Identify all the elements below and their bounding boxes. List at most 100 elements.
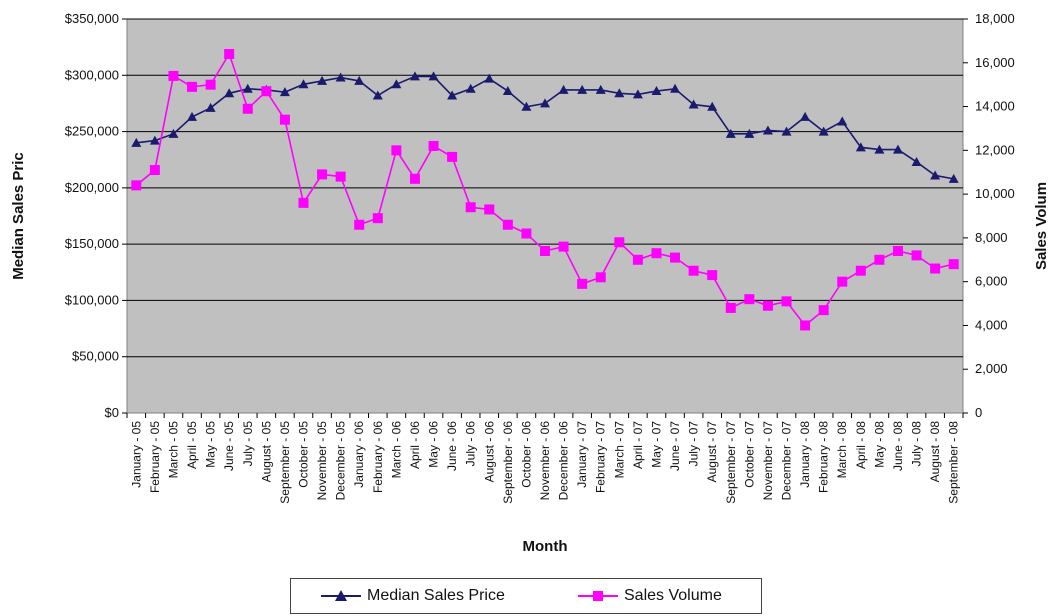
data-point-sales-volume: [818, 305, 829, 316]
data-point-median-price: [781, 126, 792, 136]
x-tick-label: May - 08: [872, 421, 886, 468]
x-tick-label: March - 06: [389, 421, 403, 479]
x-tick-label: March - 08: [835, 421, 849, 479]
right-tick-label: 12,000: [975, 142, 1015, 157]
x-tick-label: September - 06: [501, 421, 515, 504]
data-point-sales-volume: [465, 202, 476, 213]
data-point-median-price: [632, 89, 643, 99]
data-point-sales-volume: [577, 278, 588, 289]
x-tick-label: December - 06: [557, 421, 571, 501]
data-point-median-price: [484, 73, 495, 83]
data-point-median-price: [317, 75, 328, 85]
data-point-sales-volume: [892, 246, 903, 257]
x-tick-label: February - 07: [594, 421, 608, 493]
data-point-median-price: [762, 125, 773, 135]
x-tick-label: January - 07: [575, 421, 589, 488]
left-tick-label: $100,000: [65, 292, 119, 307]
data-point-median-price: [465, 83, 476, 93]
data-point-median-price: [948, 173, 959, 183]
right-tick-label: 6,000: [975, 274, 1008, 289]
data-point-sales-volume: [168, 70, 179, 81]
data-point-sales-volume: [874, 254, 885, 265]
data-point-median-price: [577, 84, 588, 94]
data-point-median-price: [224, 88, 235, 98]
x-tick-label: April - 06: [408, 421, 422, 469]
left-tick-label: $250,000: [65, 124, 119, 139]
right-tick-label: 10,000: [975, 186, 1015, 201]
x-tick-label: June - 06: [445, 421, 459, 471]
data-point-median-price: [502, 86, 513, 96]
data-point-sales-volume: [744, 294, 755, 305]
x-tick-label: February - 05: [148, 421, 162, 493]
left-tick-label: $300,000: [65, 67, 119, 82]
data-point-sales-volume: [762, 300, 773, 311]
data-point-sales-volume: [688, 265, 699, 276]
data-point-sales-volume: [484, 204, 495, 215]
right-tick-label: 18,000: [975, 11, 1015, 26]
series-layer: [131, 49, 959, 331]
legend-item-median-price: Median Sales Price: [321, 587, 505, 605]
data-point-median-price: [131, 137, 142, 147]
data-point-median-price: [707, 101, 718, 111]
data-point-median-price: [187, 111, 198, 121]
data-point-sales-volume: [447, 151, 458, 162]
data-point-sales-volume: [725, 302, 736, 313]
x-tick-label: August - 05: [259, 421, 273, 483]
x-tick-label: June - 08: [891, 421, 905, 471]
x-tick-label: August - 08: [928, 421, 942, 483]
x-tick-label: April - 05: [185, 421, 199, 469]
data-point-sales-volume: [409, 173, 420, 184]
data-point-sales-volume: [149, 165, 160, 176]
data-point-median-price: [614, 88, 625, 98]
x-tick-label: July - 06: [464, 421, 478, 467]
data-point-sales-volume: [558, 241, 569, 252]
data-point-sales-volume: [911, 250, 922, 261]
data-point-sales-volume: [948, 259, 959, 270]
data-point-sales-volume: [521, 228, 532, 239]
right-tick-label: 2,000: [975, 361, 1008, 376]
data-point-median-price: [688, 99, 699, 109]
right-tick-label: 14,000: [975, 99, 1015, 114]
data-point-sales-volume: [391, 145, 402, 156]
x-tick-label: February - 06: [371, 421, 385, 493]
right-tick-label: 4,000: [975, 317, 1008, 332]
data-point-sales-volume: [242, 103, 253, 114]
data-point-sales-volume: [632, 254, 643, 265]
x-tick-label: September - 05: [278, 421, 292, 504]
data-point-median-price: [930, 170, 941, 180]
x-tick-label: April - 08: [854, 421, 868, 469]
data-point-median-price: [651, 86, 662, 96]
data-point-sales-volume: [261, 86, 272, 97]
x-tick-label: May - 05: [204, 421, 218, 468]
data-point-sales-volume: [428, 140, 439, 151]
legend-label-sales-volume: Sales Volume: [624, 587, 722, 604]
data-point-median-price: [837, 116, 848, 126]
square-marker-icon: [578, 591, 618, 601]
data-point-sales-volume: [837, 276, 848, 287]
data-point-median-price: [391, 79, 402, 89]
x-tick-label: November - 06: [538, 421, 552, 501]
data-point-median-price: [855, 142, 866, 152]
data-point-median-price: [205, 102, 216, 112]
data-point-sales-volume: [781, 296, 792, 307]
x-tick-label: July - 07: [687, 421, 701, 467]
data-point-median-price: [335, 72, 346, 82]
legend-label-median-price: Median Sales Price: [367, 587, 505, 604]
left-tick-label: $350,000: [65, 11, 119, 26]
right-tick-label: 16,000: [975, 55, 1015, 70]
data-point-median-price: [298, 79, 309, 89]
x-tick-label: September - 08: [947, 421, 961, 504]
x-tick-label: October - 07: [742, 421, 756, 488]
x-tick-label: January - 08: [798, 421, 812, 488]
left-tick-label: $200,000: [65, 180, 119, 195]
triangle-marker-icon: [321, 590, 361, 601]
data-point-median-price: [428, 71, 439, 81]
data-point-median-price: [540, 98, 550, 108]
legend-item-sales-volume: Sales Volume: [578, 587, 722, 605]
data-point-sales-volume: [317, 169, 328, 180]
data-point-median-price: [558, 84, 569, 94]
data-point-median-price: [149, 135, 160, 145]
right-tick-label: 8,000: [975, 230, 1008, 245]
data-point-sales-volume: [372, 213, 383, 224]
